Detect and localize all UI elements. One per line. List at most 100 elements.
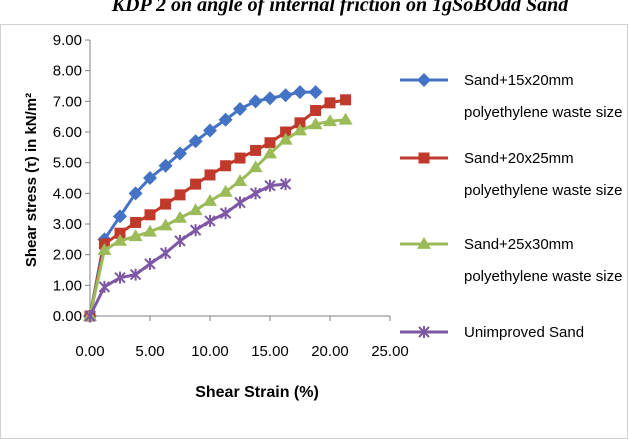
data-point bbox=[219, 207, 232, 220]
data-point bbox=[248, 94, 263, 109]
data-point bbox=[340, 94, 352, 106]
y-tick-label: 9.00 bbox=[53, 32, 82, 49]
data-point bbox=[308, 117, 323, 130]
x-tick-label: 20.00 bbox=[311, 343, 349, 360]
data-point bbox=[130, 216, 142, 228]
data-point bbox=[310, 105, 322, 117]
data-point bbox=[234, 196, 246, 209]
data-point bbox=[188, 203, 203, 216]
legend-label-line2: polyethylene waste size bbox=[464, 182, 622, 199]
legend-label-line2: polyethylene waste size bbox=[464, 268, 622, 285]
data-point bbox=[204, 169, 216, 181]
data-point bbox=[248, 160, 263, 173]
y-tick-label: 6.00 bbox=[53, 124, 82, 141]
series-3 bbox=[83, 112, 353, 321]
data-point bbox=[173, 210, 187, 223]
legend-item: Unimproved Sand bbox=[400, 324, 584, 341]
cropped-heading: KDP 2 on angle of internal friction on 1… bbox=[111, 0, 570, 16]
x-tick-label: 25.00 bbox=[371, 343, 409, 360]
data-point bbox=[144, 257, 156, 270]
x-tick-label: 10.00 bbox=[191, 343, 229, 360]
legend-label: Sand+15x20mm bbox=[464, 72, 574, 89]
data-point bbox=[144, 209, 156, 221]
data-point bbox=[233, 174, 247, 186]
data-point bbox=[114, 227, 126, 239]
y-axis-title: Shear stress (τ) in kN/m² bbox=[23, 93, 40, 267]
data-point bbox=[128, 229, 143, 242]
y-tick-label: 4.00 bbox=[53, 185, 82, 202]
data-point bbox=[308, 85, 323, 100]
data-point bbox=[278, 132, 293, 145]
legend-label: Sand+25x30mm bbox=[464, 236, 574, 253]
legend-item: Sand+25x30mm polyethylene waste size bbox=[400, 236, 622, 285]
legend-label-line2: polyethylene waste size bbox=[464, 104, 622, 121]
axes: 0.00 1.00 2.00 3.00 4.00 5.00 6.00 7.00 8.00 9.00… bbox=[53, 32, 409, 360]
data-point bbox=[280, 126, 292, 138]
data-point bbox=[143, 224, 157, 237]
data-point bbox=[158, 218, 173, 231]
y-tick-label: 5.00 bbox=[53, 155, 82, 172]
legend-marker bbox=[418, 152, 430, 164]
legend-marker bbox=[417, 73, 431, 87]
data-point bbox=[159, 247, 172, 260]
data-point bbox=[264, 137, 276, 149]
data-point bbox=[263, 146, 277, 159]
data-point bbox=[128, 186, 143, 201]
data-point bbox=[158, 158, 173, 173]
data-point bbox=[143, 171, 157, 185]
data-point bbox=[189, 224, 202, 237]
data-point bbox=[160, 198, 172, 210]
data-point bbox=[203, 194, 217, 206]
data-point bbox=[84, 310, 96, 322]
series-4 bbox=[84, 178, 292, 322]
y-tick-label: 8.00 bbox=[53, 63, 82, 80]
data-point bbox=[279, 178, 292, 191]
y-tick-label: 0.00 bbox=[53, 308, 82, 325]
data-point bbox=[98, 280, 111, 293]
data-point bbox=[97, 243, 112, 255]
data-point bbox=[263, 91, 277, 106]
x-tick-label: 0.00 bbox=[75, 343, 104, 360]
data-point bbox=[203, 123, 217, 138]
data-point bbox=[220, 160, 232, 172]
data-point bbox=[218, 112, 233, 127]
y-tick-label: 3.00 bbox=[53, 216, 82, 233]
data-point bbox=[338, 112, 353, 125]
legend-marker bbox=[417, 237, 431, 249]
x-axis-title: Shear Strain (%) bbox=[195, 384, 319, 401]
data-point bbox=[234, 152, 246, 164]
data-point bbox=[113, 209, 127, 224]
data-point bbox=[294, 117, 306, 129]
data-point bbox=[218, 184, 233, 197]
data-point bbox=[264, 179, 276, 192]
data-point bbox=[114, 271, 126, 284]
series-line bbox=[88, 90, 316, 317]
data-point bbox=[233, 102, 247, 116]
data-point bbox=[129, 268, 142, 281]
x-tick-label: 15.00 bbox=[251, 343, 289, 360]
data-point bbox=[204, 214, 216, 227]
data-point bbox=[278, 88, 293, 103]
x-tick-label: 5.00 bbox=[135, 343, 164, 360]
data-point bbox=[249, 187, 262, 200]
legend-label: Unimproved Sand bbox=[464, 324, 584, 341]
data-point bbox=[324, 97, 336, 109]
legend-marker bbox=[418, 326, 430, 338]
y-tick-label: 1.00 bbox=[53, 277, 82, 294]
data-point bbox=[188, 134, 203, 149]
data-point bbox=[190, 178, 202, 190]
y-tick-label: 2.00 bbox=[53, 247, 82, 264]
y-tick-label: 7.00 bbox=[53, 93, 82, 110]
data-point bbox=[323, 114, 337, 127]
legend-item: Sand+20x25mm polyethylene waste size bbox=[400, 150, 622, 199]
data-point bbox=[113, 233, 127, 246]
data-point bbox=[174, 189, 186, 201]
series-layer bbox=[83, 85, 353, 323]
data-point bbox=[173, 146, 187, 161]
legend-item: Sand+15x20mm polyethylene waste size bbox=[400, 72, 622, 121]
data-point bbox=[293, 123, 307, 136]
data-point bbox=[293, 85, 307, 100]
